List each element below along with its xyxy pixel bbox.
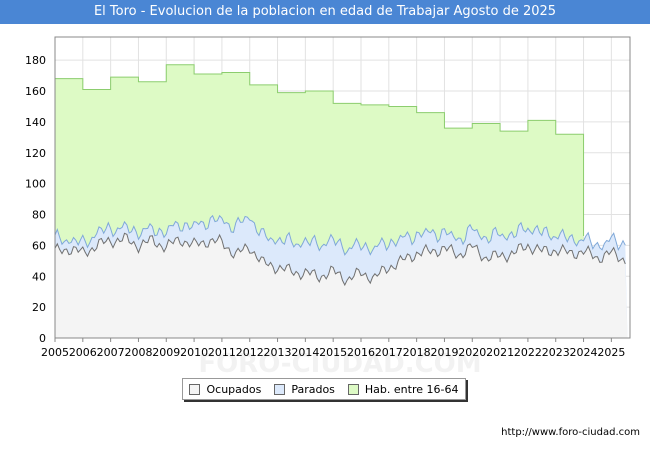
y-tick-label-100: 100 [25, 178, 46, 191]
legend-swatch-hab [347, 383, 359, 395]
line-ocupados [54, 232, 626, 287]
x-tick-label-2013: 2013 [264, 346, 292, 359]
y-tick-label-120: 120 [25, 147, 46, 160]
x-tick-label-2022: 2022 [514, 346, 542, 359]
line-hab-16-64 [55, 64, 585, 237]
legend: Ocupados Parados Hab. entre 16-64 [182, 378, 466, 400]
x-tick-label-2009: 2009 [152, 346, 180, 359]
legend-label-ocupados: Ocupados [206, 382, 262, 396]
x-tick-label-2008: 2008 [124, 346, 152, 359]
x-tick-label-2025: 2025 [597, 346, 625, 359]
chart-title: El Toro - Evolucion de la poblacion en e… [0, 0, 650, 24]
x-tick-label-2020: 2020 [458, 346, 486, 359]
line-parados [54, 214, 626, 256]
y-tick-label-0: 0 [39, 332, 46, 345]
x-tick-label-2014: 2014 [291, 346, 319, 359]
y-tick-label-40: 40 [32, 270, 46, 283]
footer-url: http://www.foro-ciudad.com [501, 427, 640, 438]
x-tick-label-2016: 2016 [347, 346, 375, 359]
legend-swatch-parados [274, 383, 286, 395]
y-tick-label-140: 140 [25, 116, 46, 129]
x-tick-label-2005: 2005 [41, 346, 69, 359]
legend-label-parados: Parados [291, 382, 335, 396]
x-tick-label-2011: 2011 [208, 346, 236, 359]
x-tick-label-2018: 2018 [403, 346, 431, 359]
y-tick-label-60: 60 [32, 239, 46, 252]
y-tick-label-180: 180 [25, 54, 46, 67]
area-ocupados [55, 233, 628, 338]
x-tick-label-2015: 2015 [319, 346, 347, 359]
x-tick-label-2010: 2010 [180, 346, 208, 359]
x-tick-label-2023: 2023 [542, 346, 570, 359]
legend-item-ocupados: Ocupados [189, 383, 261, 396]
x-tick-label-2006: 2006 [69, 346, 97, 359]
watermark-text: FORO-CIUDAD.COM [198, 349, 481, 379]
y-tick-label-80: 80 [32, 209, 46, 222]
data-areas [54, 64, 628, 339]
y-tick-label-20: 20 [32, 301, 46, 314]
x-tick-label-2017: 2017 [375, 346, 403, 359]
legend-label-hab: Hab. entre 16-64 [364, 382, 459, 396]
x-tick-label-2021: 2021 [486, 346, 514, 359]
legend-item-parados: Parados [274, 383, 335, 396]
legend-item-hab: Hab. entre 16-64 [347, 382, 459, 396]
plot-border [54, 36, 631, 339]
x-tick-label-2019: 2019 [430, 346, 458, 359]
watermark: FORO-CIUDAD.COM [198, 349, 481, 379]
axes: 0 20 40 60 80 100 120 140 160 180 2005 2006 2007 2008… [25, 36, 631, 359]
legend-swatch-ocupados [189, 383, 201, 395]
x-tick-label-2007: 2007 [97, 346, 125, 359]
x-tick-label-2024: 2024 [570, 346, 598, 359]
x-tick-label-2012: 2012 [236, 346, 264, 359]
chart-plot: FORO-CIUDAD.COM 0 20 40 60 80 100 120 140 160 180… [25, 36, 631, 379]
y-tick-label-160: 160 [25, 85, 46, 98]
